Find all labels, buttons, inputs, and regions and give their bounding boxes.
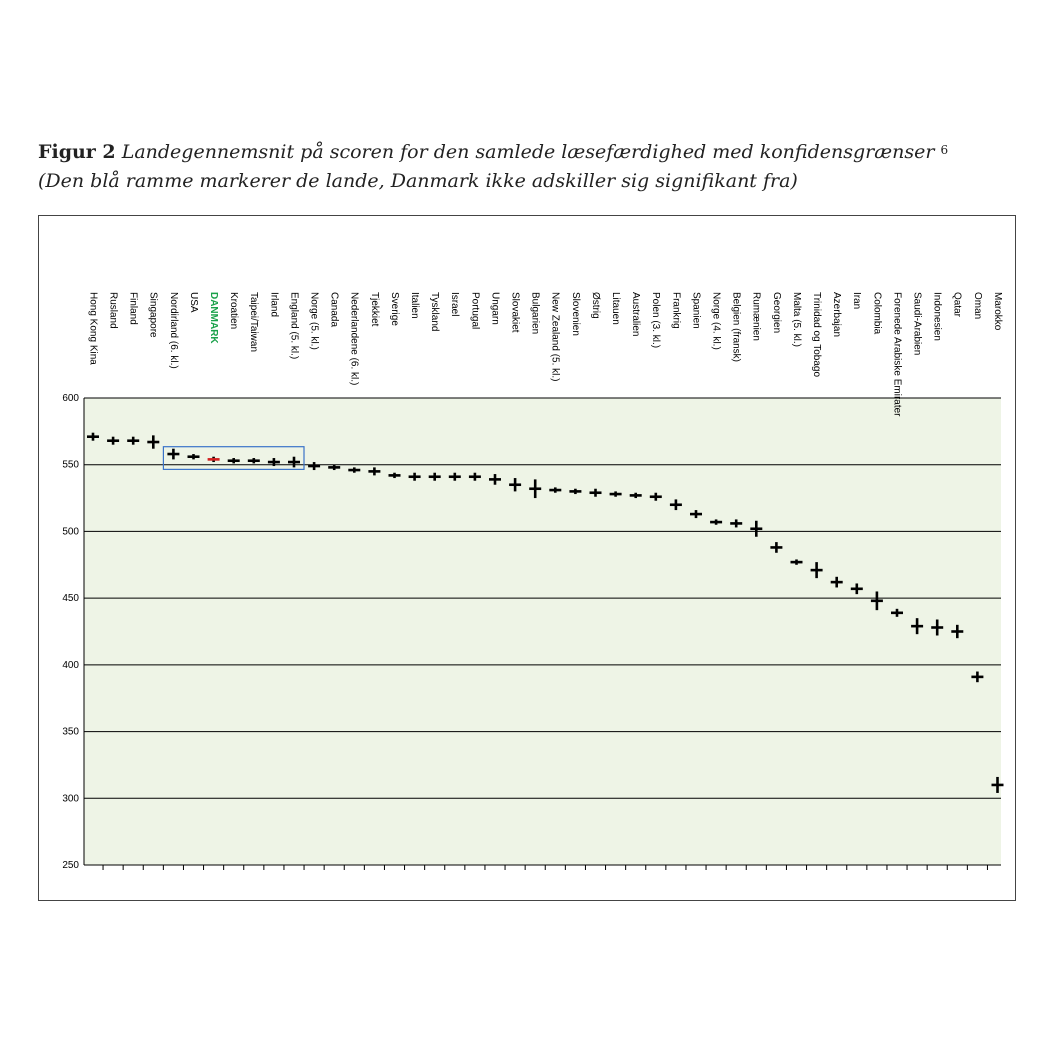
category-label: Taipei/Taiwan [248, 292, 259, 352]
category-label: Tjekkiet [369, 292, 380, 327]
category-label: New Zealand (5. kl.) [550, 292, 561, 381]
scatter-chart: 250 300 350 400 450 500 550 600 Hong Kong Kina Ru… [62, 292, 1004, 871]
category-label: Kroatien [228, 292, 239, 329]
category-label: Indonesien [932, 292, 943, 341]
category-label: Nederlandene (6. kl.) [349, 292, 360, 385]
category-label: Trinidad og Tobago [811, 292, 822, 378]
category-label: Israel [449, 292, 460, 316]
category-label: Norge (5. kl.) [308, 292, 319, 350]
category-label: Oman [972, 292, 983, 319]
significance-box [162, 446, 305, 470]
category-label: Irland [268, 292, 279, 317]
footnote-mark: 6 [940, 143, 949, 157]
category-label: Georgien [771, 292, 782, 333]
category-label: Frankrig [670, 292, 681, 329]
y-tick-label: 250 [62, 860, 79, 871]
category-label: Sverige [389, 292, 400, 326]
caption-line-1: Figur 2 Landegennemsnit på scoren for de… [38, 138, 1038, 167]
y-tick-label: 350 [62, 727, 79, 738]
category-label: Litauen [610, 292, 621, 325]
figure-number: Figur 2 [38, 141, 116, 163]
category-label: Norge (4. kl.) [710, 292, 721, 350]
category-label: Iran [851, 292, 862, 309]
category-label: Slovakiet [509, 292, 520, 333]
category-label: Malta (5. kl.) [791, 292, 802, 347]
category-label: Rusland [107, 292, 118, 329]
category-label: Tyskland [429, 292, 440, 331]
plot-area [84, 398, 1001, 865]
category-label: Hong Kong Kina [87, 292, 98, 365]
category-label: DANMARK [208, 292, 219, 344]
y-tick-label: 300 [62, 793, 79, 804]
category-label: Marokko [992, 292, 1003, 331]
category-label: Qatar [952, 292, 963, 318]
category-label: Singapore [148, 292, 159, 338]
y-tick-label: 500 [62, 526, 79, 537]
category-label: Forenede Arabiske Emirater [891, 292, 902, 417]
y-tick-label: 550 [62, 460, 79, 471]
category-label: Italien [409, 292, 420, 319]
y-tick-label: 600 [62, 393, 79, 404]
category-label: Canada [329, 292, 340, 327]
category-label: Nordirland (6. kl.) [168, 292, 179, 369]
figure-subtitle: (Den blå ramme markerer de lande, Danmar… [38, 170, 798, 192]
chart-frame: 250 300 350 400 450 500 550 600 Hong Kong Kina Ru… [38, 215, 1016, 901]
category-label: Spanien [690, 292, 701, 329]
figure-caption: Figur 2 Landegennemsnit på scoren for de… [38, 138, 1038, 196]
category-label: Polen (3. kl.) [650, 292, 661, 348]
category-label: USA [188, 292, 199, 313]
figure-title: Landegennemsnit på scoren for den samled… [121, 141, 935, 163]
category-label: Azerbajan [831, 292, 842, 337]
category-label: Bulgarien [530, 292, 541, 334]
category-label: Australien [630, 292, 641, 336]
category-label: Colombia [871, 292, 882, 335]
y-tick-label: 400 [62, 660, 79, 671]
category-label: Finland [128, 292, 139, 325]
category-label: Rumænien [751, 292, 762, 341]
category-label: Portugal [469, 292, 480, 329]
category-label: Slovenien [570, 292, 581, 336]
category-label: Ungarn [489, 292, 500, 325]
category-label: Belgien (fransk) [731, 292, 742, 362]
y-tick-label: 450 [62, 593, 79, 604]
category-label: Østrig [590, 292, 601, 319]
category-label: England (5. kl.) [288, 292, 299, 359]
category-label: Saudi-Arabien [911, 292, 922, 355]
